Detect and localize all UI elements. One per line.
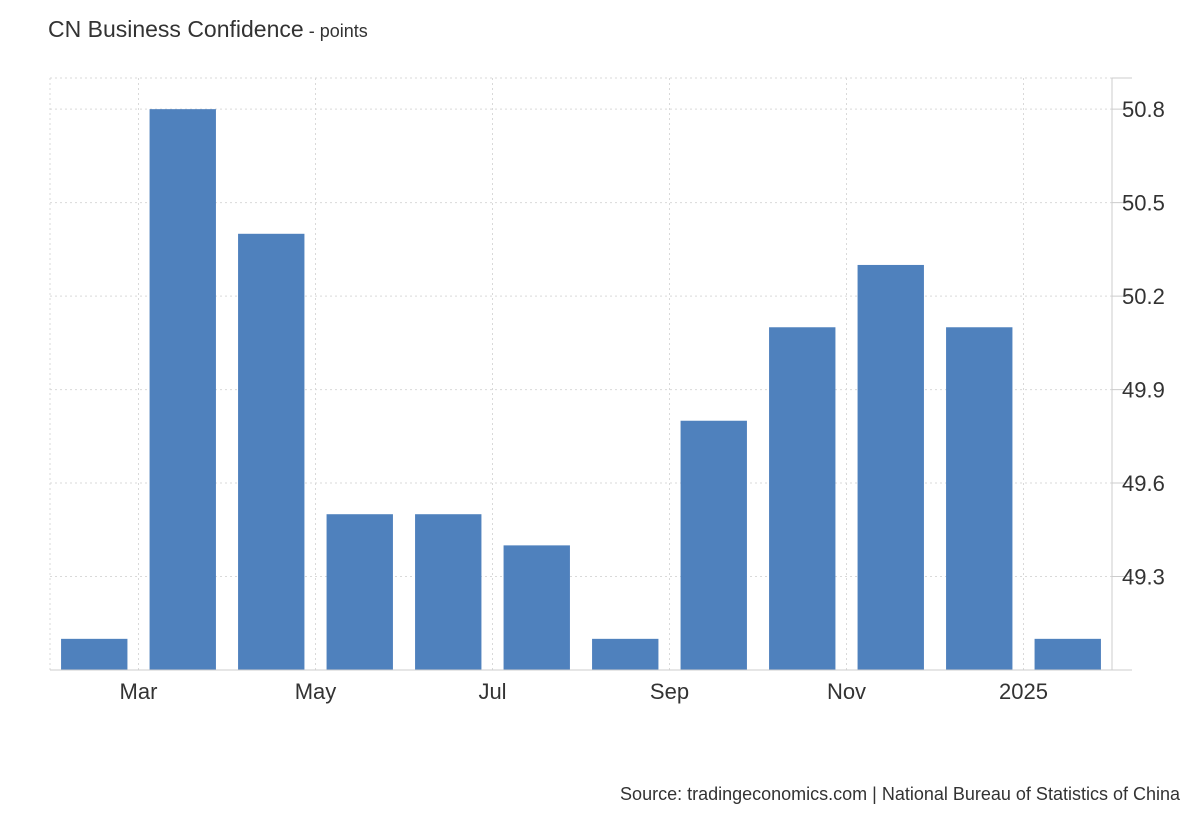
x-tick-label: 2025 [999,679,1048,704]
x-tick-label: Mar [120,679,158,704]
subtitle-separator: - [303,21,320,41]
y-tick-label: 50.5 [1122,191,1165,216]
bar-chart: 49.3 49.6 49.9 50.2 50.5 50.8 Mar May Jul Sep Nov… [49,77,1165,704]
x-tick-label: Sep [650,679,689,704]
y-axis-labels: 49.3 49.6 49.9 50.2 50.5 50.8 [1122,97,1165,589]
bar-feb [61,638,128,670]
bar-oct [769,327,836,670]
x-tick-label: May [295,679,337,704]
bar-jul [503,545,570,670]
chart-title-text: CN Business Confidence [48,16,304,42]
bar-jan [1034,638,1101,670]
grid [49,77,1112,670]
y-tick-label: 49.3 [1122,565,1165,590]
bar-dec [946,327,1013,670]
bar-aug [592,638,659,670]
bar-sep [680,420,747,670]
subtitle-text: points [319,21,368,41]
bar-jun [415,514,482,670]
y-tick-label: 50.8 [1122,97,1165,122]
x-axis-labels: Mar May Jul Sep Nov 2025 [120,679,1048,704]
bars [61,109,1101,670]
y-tick-label: 50.2 [1122,284,1165,309]
x-tick-label: Nov [827,679,866,704]
chart-subtitle: - points [304,21,368,41]
bar-apr [238,233,305,670]
y-tick-label: 49.9 [1122,378,1165,403]
x-tick-label: Jul [478,679,506,704]
chart-title: CN Business Confidence - points [48,16,368,43]
bar-nov [857,264,924,670]
y-tick-label: 49.6 [1122,471,1165,496]
axes [50,77,1132,671]
bar-mar [149,109,216,670]
source-attribution: Source: tradingeconomics.com | National … [620,784,1180,804]
bar-may [326,514,393,670]
